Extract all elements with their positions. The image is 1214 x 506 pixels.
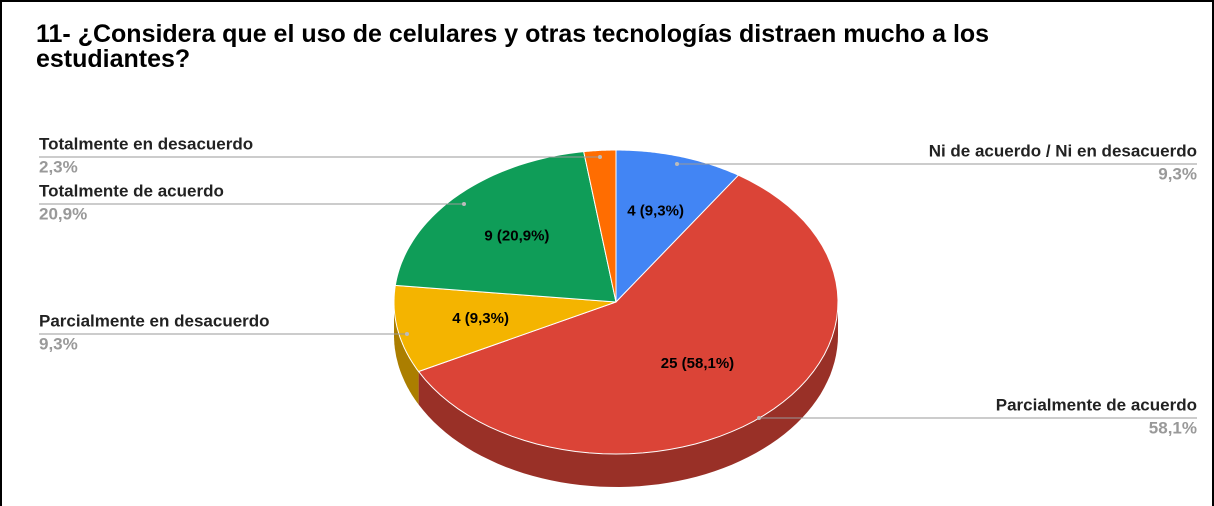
percentage-label: 58,1% <box>1149 418 1197 437</box>
data-label: 25 (58,1%) <box>661 355 734 372</box>
leader-dot <box>757 416 761 420</box>
percentage-label: 2,3% <box>39 157 78 176</box>
leader-dot <box>675 162 679 166</box>
pie-slice <box>417 174 839 455</box>
pie-slice <box>583 149 617 303</box>
leader-dot <box>405 332 409 336</box>
data-label: 4 (9,3%) <box>627 203 684 220</box>
leader-dot <box>598 155 602 159</box>
percentage-label: 20,9% <box>39 204 87 223</box>
legend-label: Totalmente en desacuerdo <box>39 134 253 153</box>
pie-slice <box>394 151 617 303</box>
leader-dot <box>462 202 466 206</box>
percentage-label: 9,3% <box>1158 164 1197 183</box>
data-label: 4 (9,3%) <box>452 310 509 327</box>
data-label: 9 (20,9%) <box>484 228 549 245</box>
pie-side <box>394 302 419 405</box>
pie-side <box>418 302 838 487</box>
chart-title: 11- ¿Considera que el uso de celulares y… <box>36 20 990 73</box>
pie-slice <box>615 149 740 304</box>
legend-label: Parcialmente de acuerdo <box>996 395 1197 414</box>
percentage-label: 9,3% <box>39 334 78 353</box>
legend-label: Totalmente de acuerdo <box>39 181 224 200</box>
legend-label: Ni de acuerdo / Ni en desacuerdo <box>929 141 1197 160</box>
pie-slice <box>393 284 617 373</box>
legend-label: Parcialmente en desacuerdo <box>39 311 270 330</box>
